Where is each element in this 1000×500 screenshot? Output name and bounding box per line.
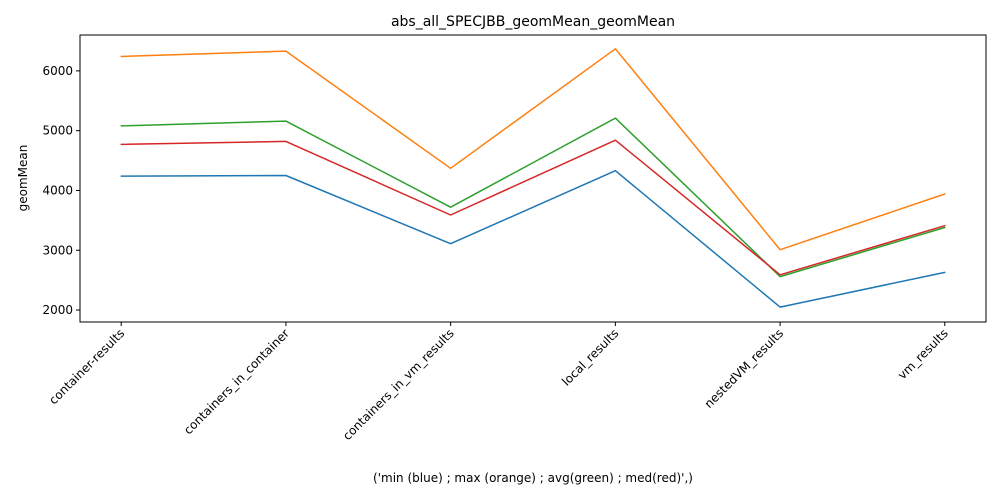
x-tick-label: container-results [46,326,127,407]
series-line-1 [120,48,946,251]
series-line-2 [120,117,946,278]
x-axis-label: ('min (blue) ; max (orange) ; avg(green)… [373,471,693,485]
x-tick-label: nestedVM_results [702,326,787,411]
y-axis-label: geomMean [16,145,30,212]
chart-title: abs_all_SPECJBB_geomMean_geomMean [391,14,675,30]
x-tick-label: containers_in_vm_results [340,326,457,443]
y-axis: 2000 3000 4000 5000 6000 [42,64,80,317]
x-axis: container-results containers_in_container… [46,322,951,443]
plot-frame [79,34,987,323]
x-tick-label: local_results [559,326,621,388]
y-tick-label: 5000 [42,124,73,138]
y-tick-label: 4000 [42,183,73,197]
y-tick-label: 6000 [42,64,73,78]
series-line-0 [120,169,946,308]
series-line-3 [120,139,946,276]
y-tick-label: 3000 [42,243,73,257]
series-group [120,48,946,308]
x-tick-label: containers_in_container [181,326,292,437]
y-tick-label: 2000 [42,303,73,317]
x-tick-label: vm_results [895,326,951,382]
